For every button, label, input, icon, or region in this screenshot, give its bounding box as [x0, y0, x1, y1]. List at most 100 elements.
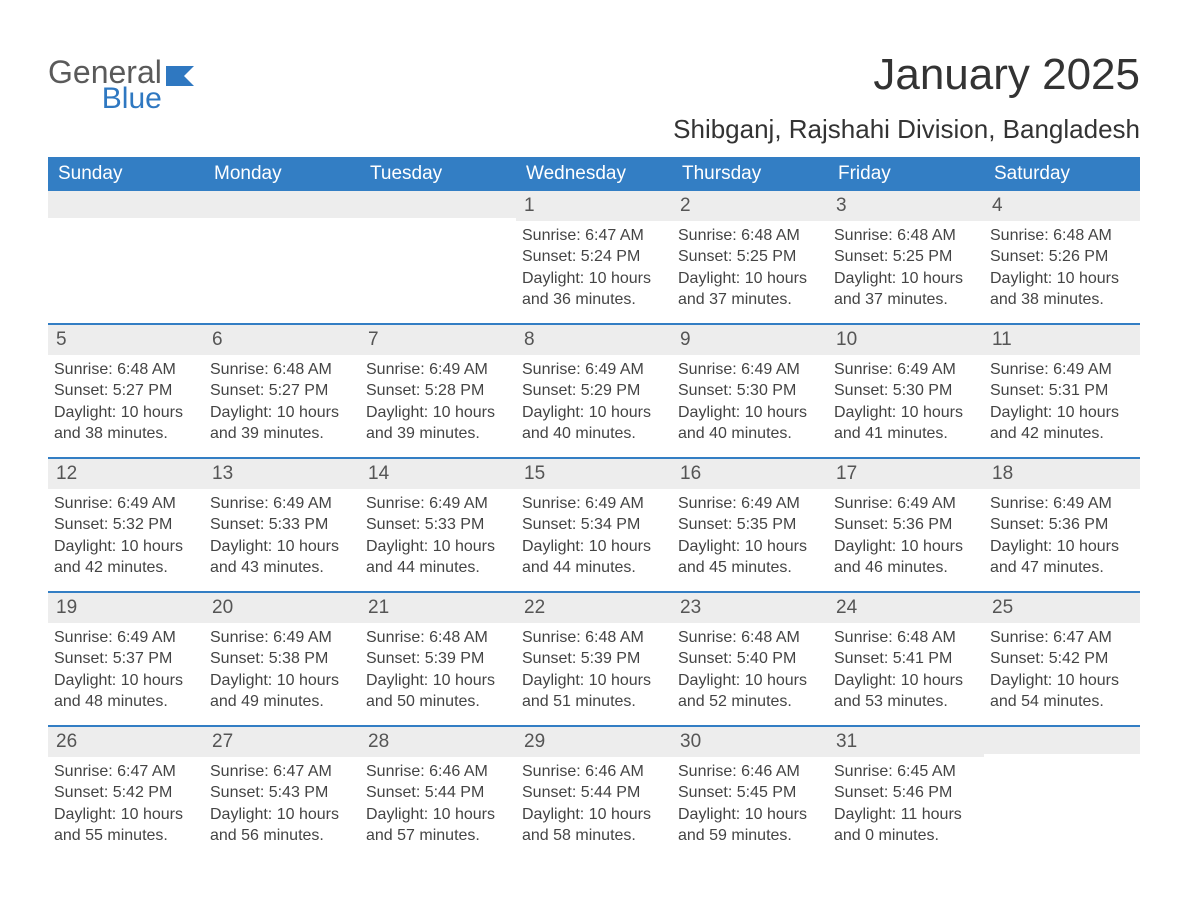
sunrise-line: Sunrise: 6:47 AM [522, 225, 666, 247]
day-number: 3 [828, 191, 984, 221]
sunrise-line: Sunrise: 6:46 AM [678, 761, 822, 783]
sunset-line: Sunset: 5:25 PM [834, 246, 978, 268]
day-number: 27 [204, 727, 360, 757]
sunrise-line: Sunrise: 6:48 AM [834, 225, 978, 247]
day-cell: 9Sunrise: 6:49 AMSunset: 5:30 PMDaylight… [672, 325, 828, 457]
daylight-line-2: and 58 minutes. [522, 825, 666, 847]
sunset-line: Sunset: 5:44 PM [366, 782, 510, 804]
daylight-line-1: Daylight: 10 hours [54, 402, 198, 424]
sunset-line: Sunset: 5:37 PM [54, 648, 198, 670]
weekday-header: Wednesday [516, 157, 672, 191]
day-cell: 29Sunrise: 6:46 AMSunset: 5:44 PMDayligh… [516, 727, 672, 859]
daylight-line-1: Daylight: 10 hours [834, 536, 978, 558]
sunset-line: Sunset: 5:26 PM [990, 246, 1134, 268]
day-cell: 6Sunrise: 6:48 AMSunset: 5:27 PMDaylight… [204, 325, 360, 457]
day-cell: 16Sunrise: 6:49 AMSunset: 5:35 PMDayligh… [672, 459, 828, 591]
daylight-line-1: Daylight: 10 hours [522, 670, 666, 692]
day-cell [360, 191, 516, 323]
day-number: 26 [48, 727, 204, 757]
day-cell [984, 727, 1140, 859]
sunrise-line: Sunrise: 6:47 AM [54, 761, 198, 783]
logo: General Blue [48, 50, 200, 112]
weekday-header: Sunday [48, 157, 204, 191]
day-number: 9 [672, 325, 828, 355]
sunset-line: Sunset: 5:29 PM [522, 380, 666, 402]
day-number [360, 191, 516, 218]
month-title: January 2025 [673, 50, 1140, 100]
sunrise-line: Sunrise: 6:49 AM [522, 359, 666, 381]
calendar-page: General Blue January 2025 Shibganj, Rajs… [0, 0, 1188, 879]
sunrise-line: Sunrise: 6:48 AM [210, 359, 354, 381]
day-number [48, 191, 204, 218]
daylight-line-1: Daylight: 10 hours [834, 670, 978, 692]
sunset-line: Sunset: 5:45 PM [678, 782, 822, 804]
sunset-line: Sunset: 5:39 PM [522, 648, 666, 670]
day-cell: 15Sunrise: 6:49 AMSunset: 5:34 PMDayligh… [516, 459, 672, 591]
day-cell: 12Sunrise: 6:49 AMSunset: 5:32 PMDayligh… [48, 459, 204, 591]
day-number [984, 727, 1140, 754]
sunset-line: Sunset: 5:44 PM [522, 782, 666, 804]
day-cell: 17Sunrise: 6:49 AMSunset: 5:36 PMDayligh… [828, 459, 984, 591]
day-cell: 28Sunrise: 6:46 AMSunset: 5:44 PMDayligh… [360, 727, 516, 859]
day-cell: 13Sunrise: 6:49 AMSunset: 5:33 PMDayligh… [204, 459, 360, 591]
daylight-line-1: Daylight: 10 hours [210, 804, 354, 826]
day-cell: 1 Sunrise: 6:47 AMSunset: 5:24 PMDaylight… [516, 191, 672, 323]
daylight-line-2: and 52 minutes. [678, 691, 822, 713]
sunset-line: Sunset: 5:40 PM [678, 648, 822, 670]
day-cell: 24Sunrise: 6:48 AMSunset: 5:41 PMDayligh… [828, 593, 984, 725]
daylight-line-1: Daylight: 10 hours [678, 402, 822, 424]
sunrise-line: Sunrise: 6:49 AM [678, 493, 822, 515]
sunrise-line: Sunrise: 6:49 AM [210, 627, 354, 649]
daylight-line-2: and 55 minutes. [54, 825, 198, 847]
daylight-line-1: Daylight: 10 hours [366, 804, 510, 826]
day-number: 8 [516, 325, 672, 355]
day-number: 2 [672, 191, 828, 221]
daylight-line-2: and 54 minutes. [990, 691, 1134, 713]
daylight-line-1: Daylight: 10 hours [210, 670, 354, 692]
daylight-line-2: and 37 minutes. [834, 289, 978, 311]
day-number: 23 [672, 593, 828, 623]
day-number: 21 [360, 593, 516, 623]
daylight-line-1: Daylight: 10 hours [54, 670, 198, 692]
day-cell: 5Sunrise: 6:48 AMSunset: 5:27 PMDaylight… [48, 325, 204, 457]
sunrise-line: Sunrise: 6:48 AM [366, 627, 510, 649]
daylight-line-2: and 40 minutes. [522, 423, 666, 445]
day-number: 24 [828, 593, 984, 623]
sunrise-line: Sunrise: 6:49 AM [990, 493, 1134, 515]
daylight-line-2: and 48 minutes. [54, 691, 198, 713]
day-number: 10 [828, 325, 984, 355]
daylight-line-2: and 43 minutes. [210, 557, 354, 579]
daylight-line-2: and 37 minutes. [678, 289, 822, 311]
daylight-line-1: Daylight: 10 hours [990, 670, 1134, 692]
daylight-line-1: Daylight: 10 hours [522, 268, 666, 290]
daylight-line-1: Daylight: 10 hours [366, 536, 510, 558]
day-cell: 23Sunrise: 6:48 AMSunset: 5:40 PMDayligh… [672, 593, 828, 725]
sunset-line: Sunset: 5:24 PM [522, 246, 666, 268]
daylight-line-1: Daylight: 11 hours [834, 804, 978, 826]
daylight-line-1: Daylight: 10 hours [54, 804, 198, 826]
sunset-line: Sunset: 5:30 PM [678, 380, 822, 402]
sunset-line: Sunset: 5:31 PM [990, 380, 1134, 402]
day-number: 1 [516, 191, 672, 221]
sunrise-line: Sunrise: 6:49 AM [210, 493, 354, 515]
day-cell: 14Sunrise: 6:49 AMSunset: 5:33 PMDayligh… [360, 459, 516, 591]
daylight-line-2: and 44 minutes. [522, 557, 666, 579]
daylight-line-2: and 42 minutes. [54, 557, 198, 579]
day-number: 5 [48, 325, 204, 355]
day-cell: 31Sunrise: 6:45 AMSunset: 5:46 PMDayligh… [828, 727, 984, 859]
daylight-line-2: and 49 minutes. [210, 691, 354, 713]
day-number: 12 [48, 459, 204, 489]
sunrise-line: Sunrise: 6:46 AM [522, 761, 666, 783]
day-cell: 4Sunrise: 6:48 AMSunset: 5:26 PMDaylight… [984, 191, 1140, 323]
day-number: 30 [672, 727, 828, 757]
day-number: 11 [984, 325, 1140, 355]
daylight-line-1: Daylight: 10 hours [990, 536, 1134, 558]
day-number: 15 [516, 459, 672, 489]
day-cell: 25Sunrise: 6:47 AMSunset: 5:42 PMDayligh… [984, 593, 1140, 725]
daylight-line-1: Daylight: 10 hours [678, 268, 822, 290]
day-cell: 10Sunrise: 6:49 AMSunset: 5:30 PMDayligh… [828, 325, 984, 457]
week-row: 19Sunrise: 6:49 AMSunset: 5:37 PMDayligh… [48, 591, 1140, 725]
weekday-header: Thursday [672, 157, 828, 191]
day-cell: 18Sunrise: 6:49 AMSunset: 5:36 PMDayligh… [984, 459, 1140, 591]
daylight-line-2: and 56 minutes. [210, 825, 354, 847]
